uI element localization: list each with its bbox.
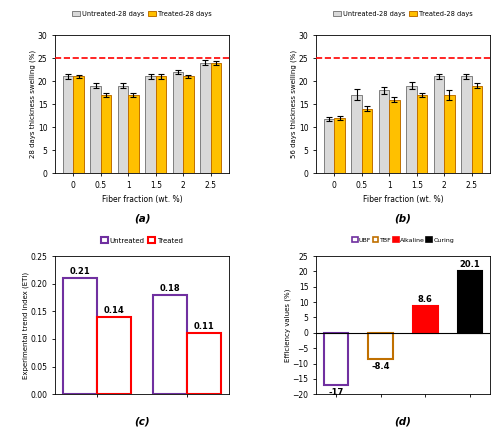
X-axis label: Fiber fraction (wt. %): Fiber fraction (wt. %) xyxy=(362,195,444,205)
Text: 0.21: 0.21 xyxy=(70,267,90,276)
Bar xyxy=(118,86,128,173)
Text: (b): (b) xyxy=(394,214,411,223)
Bar xyxy=(324,333,348,385)
X-axis label: Fiber fraction (wt. %): Fiber fraction (wt. %) xyxy=(102,195,182,205)
Bar xyxy=(74,77,84,173)
Bar xyxy=(390,99,400,173)
Bar xyxy=(444,95,454,173)
Text: (c): (c) xyxy=(134,417,150,427)
Bar xyxy=(324,119,334,173)
Text: 0.11: 0.11 xyxy=(194,322,214,331)
Bar xyxy=(413,307,438,333)
Bar xyxy=(434,77,444,173)
Bar xyxy=(173,72,183,173)
Bar xyxy=(406,86,416,173)
Y-axis label: Experimental trend index (ETI): Experimental trend index (ETI) xyxy=(22,272,29,379)
Bar xyxy=(63,77,74,173)
Bar xyxy=(146,77,156,173)
Bar xyxy=(101,95,111,173)
Bar xyxy=(97,317,131,394)
Text: 20.1: 20.1 xyxy=(460,260,480,268)
Text: 0.14: 0.14 xyxy=(104,306,124,314)
Bar xyxy=(368,333,393,359)
Bar xyxy=(128,95,138,173)
Bar xyxy=(352,95,362,173)
Text: -17: -17 xyxy=(328,388,344,397)
Bar xyxy=(362,109,372,173)
Text: (d): (d) xyxy=(394,417,411,427)
Legend: Untreated, Treated: Untreated, Treated xyxy=(98,235,186,247)
Bar xyxy=(210,63,221,173)
Text: 0.18: 0.18 xyxy=(160,283,180,293)
Bar xyxy=(334,118,345,173)
Text: (a): (a) xyxy=(134,214,150,223)
Bar xyxy=(379,90,390,173)
Y-axis label: 28 days thickness swelling (%): 28 days thickness swelling (%) xyxy=(30,50,36,158)
Legend: UBF, TBF, Alkaline, Curing: UBF, TBF, Alkaline, Curing xyxy=(350,234,457,245)
Bar xyxy=(153,295,187,394)
Legend: Untreated-28 days, Treated-28 days: Untreated-28 days, Treated-28 days xyxy=(330,8,476,19)
Bar xyxy=(90,86,101,173)
Bar xyxy=(458,271,482,333)
Text: 8.6: 8.6 xyxy=(418,295,432,304)
Legend: Untreated-28 days, Treated-28 days: Untreated-28 days, Treated-28 days xyxy=(70,8,214,19)
Y-axis label: 56 days thickness swelling (%): 56 days thickness swelling (%) xyxy=(290,50,297,158)
Bar xyxy=(183,77,194,173)
Text: -8.4: -8.4 xyxy=(372,362,390,371)
Bar xyxy=(472,86,482,173)
Bar xyxy=(63,278,97,394)
Y-axis label: Efficiency values (%): Efficiency values (%) xyxy=(284,289,291,362)
Bar xyxy=(200,63,210,173)
Bar xyxy=(187,333,221,394)
Bar xyxy=(156,77,166,173)
Bar xyxy=(416,95,427,173)
Bar xyxy=(461,77,471,173)
